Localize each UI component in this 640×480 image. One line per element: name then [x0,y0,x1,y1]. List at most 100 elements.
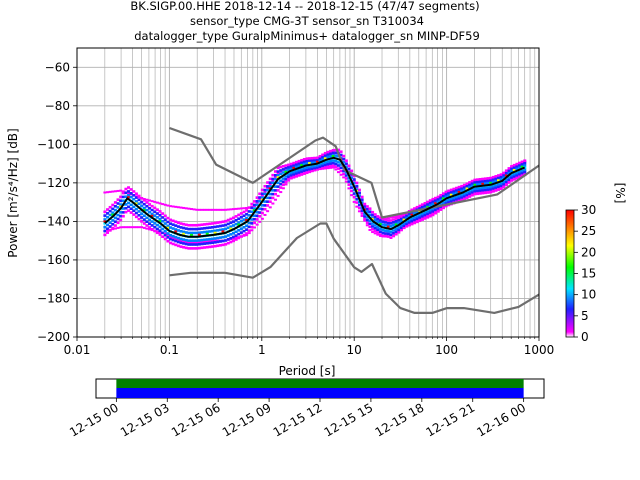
psd-cell [195,223,199,227]
psd-cell [287,168,291,171]
psd-cell [187,241,191,244]
psd-cell [423,204,427,207]
psd-cell [113,204,117,208]
psd-cell [457,188,461,191]
psd-cell [218,228,222,232]
psd-cell [190,233,194,236]
psd-cell [315,160,319,163]
psd-cell [452,187,456,191]
psd-cell [266,204,270,207]
psd-cell [444,201,448,205]
psd-cell [368,213,372,216]
psd-cell [344,159,348,163]
psd-cell [245,216,249,220]
psd-cell [347,177,351,180]
psd-cell [211,226,215,229]
psd-cell [216,244,220,248]
psd-cell [158,210,162,213]
psd-cell [252,221,256,225]
psd-cell [250,210,254,214]
psd-cell [494,186,498,189]
noise-model-lines [104,126,540,314]
psd-cell [211,229,215,233]
psd-cell [397,231,401,234]
psd-cell [179,239,183,242]
psd-cell [439,207,443,211]
psd-cell [119,214,123,218]
psd-cell [137,213,141,217]
psd-cell [355,201,359,204]
psd-cell [462,192,466,196]
psd-cell [405,224,409,228]
psd-cell [315,156,319,160]
psd-cell [321,164,325,168]
psd-cell [242,214,246,218]
psd-cell [352,188,356,192]
psd-cell [476,191,480,195]
psd-cell [221,228,225,231]
psd-cell [197,233,201,236]
psd-cell [234,215,238,218]
psd-cell [289,176,293,179]
psd-cell [145,220,149,223]
psd-cell [242,210,246,214]
colorbar-label: [%] [613,183,627,204]
psd-cell [258,220,262,223]
psd-cell [179,222,183,225]
psd-cell [247,221,251,225]
psd-cell [150,220,154,223]
psd-cell [368,225,372,229]
psd-cell [148,210,152,214]
psd-cell [355,188,359,191]
psd-cell [200,223,204,226]
psd-cell [176,225,180,228]
psd-cell [229,227,233,230]
psd-cell [281,177,285,180]
psd-cell [439,203,443,206]
psd-cell [218,236,222,239]
psd-cell [190,227,194,231]
y-tick-label: −200 [37,330,70,344]
psd-cell [413,211,417,215]
psd-cell [497,183,501,186]
psd-cell [208,241,212,245]
psd-cell [119,205,123,208]
psd-cell [205,238,209,241]
psd-cell [392,234,396,238]
psd-cell [116,206,120,209]
psd-cell [266,210,270,213]
psd-cell [473,192,477,195]
psd-cell [292,164,296,167]
psd-cell [326,155,330,159]
psd-cell [489,179,493,182]
psd-cell [182,238,186,241]
psd-cell [200,242,204,246]
psd-cell [520,165,524,168]
psd-cell [491,189,495,192]
psd-cell [226,238,230,241]
psd-cell [258,207,262,211]
psd-cell [279,191,283,194]
psd-cell [428,204,432,207]
psd-cell [213,244,217,248]
psd-cell [405,220,409,224]
psd-cell [284,170,288,173]
psd-cell [132,205,136,209]
psd-cell [273,170,277,173]
psd-cell [252,203,256,207]
psd-cell [397,216,401,219]
psd-cell [134,226,138,229]
psd-cell [276,181,280,185]
psd-cell [108,209,112,213]
psd-cell [174,228,178,231]
psd-cell [184,231,188,234]
psd-cell [237,213,241,217]
psd-cell [161,227,165,231]
psd-cell [510,174,514,177]
psd-cell [111,211,115,214]
psd-cell [434,208,438,212]
psd-cell [113,216,117,220]
psd-cell [258,215,262,218]
psd-cell [378,218,382,221]
psd-cell [150,212,154,216]
